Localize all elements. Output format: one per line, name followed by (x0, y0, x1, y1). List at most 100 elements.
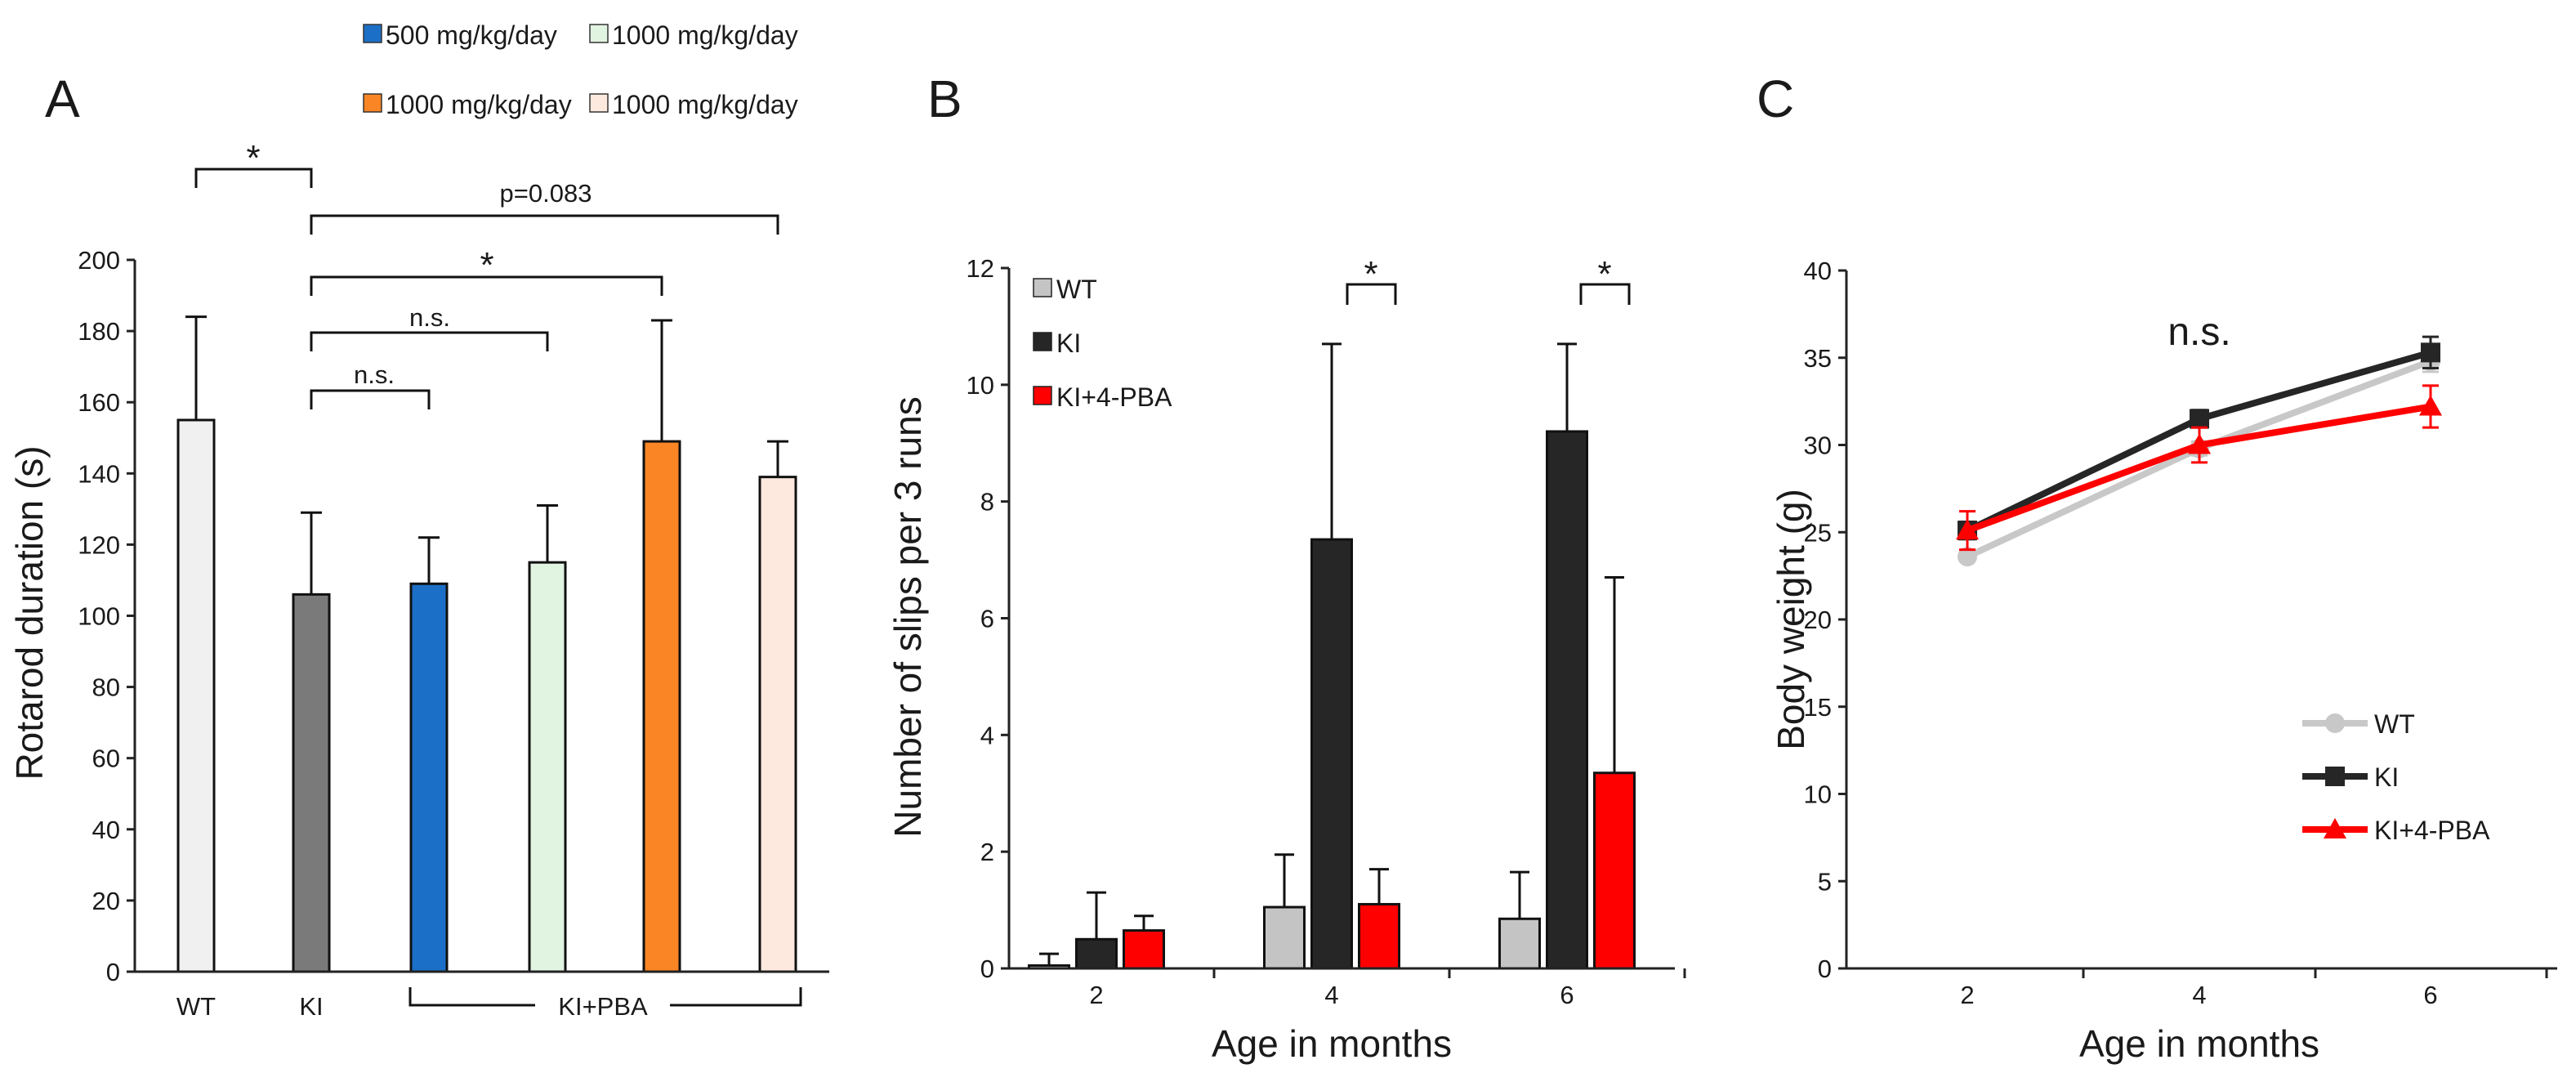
panel-c-ylabel: Body weight (g) (1770, 489, 1812, 750)
a-ytick-label-10: 200 (78, 246, 120, 275)
panel-a-ylabel: Rotarod duration (s) (8, 445, 51, 780)
sig-label-wt-ki: * (246, 138, 260, 178)
legend-label-c-wt: WT (2374, 709, 2415, 739)
legend-label-kipba: KI+4-PBA (1056, 382, 1172, 412)
legend-marker-ki (2325, 767, 2345, 786)
a-ytick-label-6: 120 (78, 530, 120, 559)
b-ytick-label-6: 12 (967, 254, 994, 283)
legend-swatch-1 (363, 24, 382, 43)
legend-swatch-4 (589, 93, 609, 113)
panel-c-letter: C (1757, 69, 1794, 128)
panel-c-series (1956, 335, 2442, 567)
legend-label-1: 500 mg/kg/day (386, 20, 557, 50)
legend-label-c-ki: KI (2374, 762, 2399, 792)
b-bar-ki+4-pba-4 (1358, 902, 1400, 970)
b-ytick-label-4: 8 (980, 488, 994, 516)
panel-a-y-ticks: 0 20 40 60 80 100 120 140 160 180 200 (78, 246, 135, 986)
c-marker-ki+4-pba-2 (1956, 519, 1979, 540)
legend-label-4: 1000 mg/kg/day (612, 90, 798, 119)
panel-a-bars (176, 418, 797, 973)
sig-bracket-ki-pba5 (310, 214, 779, 235)
a-ytick-label-4: 80 (92, 673, 120, 702)
c-ytick-label-8: 40 (1804, 257, 1832, 285)
a-bar-5 (758, 476, 797, 973)
panel-b-ylabel: Number of slips per 3 runs (886, 396, 929, 837)
sig-label-ki-pba4: * (480, 245, 493, 285)
c-ytick-label-2: 10 (1804, 780, 1832, 809)
panel-a-letter: A (45, 69, 80, 128)
c-series-ki+4-pba (1956, 384, 2442, 552)
c-xlabel-0: 2 (1960, 981, 1974, 1009)
c-marker-ki-4 (2190, 409, 2209, 429)
a-ytick-label-5: 100 (78, 602, 120, 631)
a-ytick-label-3: 60 (92, 744, 120, 773)
panel-a: A 500 mg/kg/day 1000 mg/kg/day 1000 mg/k… (8, 20, 829, 1022)
panel-c-x-labels: 2 4 6 (1960, 968, 2548, 1009)
legend-label-ki: KI (1056, 329, 1081, 358)
b-xlabel-2: 6 (1560, 981, 1574, 1009)
panel-b-error-bars (1039, 342, 1624, 966)
c-marker-ki-6 (2421, 342, 2440, 363)
b-ytick-label-5: 10 (967, 371, 994, 400)
a-xlabel-1: KI (299, 992, 323, 1021)
panel-c-annotation: n.s. (2168, 311, 2230, 354)
b-bar-ki+4-pba-2 (1123, 929, 1165, 970)
legend-label-3: 1000 mg/kg/day (386, 90, 572, 119)
panel-b-legend: WT KI KI+4-PBA (1033, 275, 1172, 412)
b-bar-ki-6 (1546, 430, 1588, 970)
panel-b-letter: B (927, 69, 962, 128)
sig-bracket-wt-ki (194, 168, 313, 188)
sig-bracket-ki-pba2 (310, 331, 549, 351)
legend-marker-kipba (2324, 818, 2346, 838)
a-ytick-label-7: 140 (78, 459, 120, 488)
legend-swatch-wt (1033, 278, 1052, 297)
c-ytick-label-0: 0 (1818, 955, 1832, 983)
sig-label-month6: * (1597, 254, 1611, 294)
a-ytick-label-0: 0 (106, 958, 120, 986)
a-ytick-label-8: 160 (78, 388, 120, 417)
legend-swatch-3 (363, 93, 382, 113)
legend-swatch-ki (1033, 332, 1052, 351)
b-bar-wt-4 (1263, 905, 1306, 970)
panel-c-xlabel: Age in months (2079, 1022, 2319, 1065)
panel-a-x-labels: WT KI (176, 992, 324, 1021)
c-ytick-label-4: 20 (1804, 606, 1832, 634)
legend-label-2: 1000 mg/kg/day (612, 20, 798, 50)
legend-swatch-kipba (1033, 386, 1052, 405)
a-bar-4 (642, 440, 681, 973)
a-ytick-label-2: 40 (92, 816, 120, 844)
panel-b: B Number of slips per 3 runs Age in mont… (886, 69, 1686, 1065)
sig-bracket-ki-pba1 (310, 389, 431, 409)
panel-c-legend: WT KI KI+4-PBA (2302, 709, 2490, 845)
b-xlabel-0: 2 (1089, 981, 1103, 1009)
panel-a-legend: 500 mg/kg/day 1000 mg/kg/day 1000 mg/kg/… (363, 20, 798, 119)
panel-b-x-labels: 2 4 6 (1089, 968, 1686, 1009)
c-marker-ki+4-pba-4 (2188, 433, 2211, 454)
a-bar-3 (528, 561, 567, 973)
panel-b-bars (1028, 430, 1636, 970)
a-ytick-label-1: 20 (92, 887, 120, 915)
a-xlabel-0: WT (176, 992, 216, 1021)
b-bar-ki-4 (1310, 538, 1353, 970)
c-xlabel-1: 4 (2192, 981, 2206, 1009)
legend-label-wt: WT (1056, 275, 1097, 304)
sig-label-month4: * (1364, 254, 1377, 294)
sig-label-ki-pba5: p=0.083 (500, 179, 592, 208)
c-xlabel-2: 6 (2423, 981, 2437, 1009)
panel-b-y-ticks: 0 2 4 6 8 10 12 (967, 254, 1009, 983)
b-ytick-label-2: 4 (980, 721, 994, 749)
b-ytick-label-0: 0 (980, 955, 994, 983)
a-bar-1 (292, 592, 331, 973)
panel-c: C Body weight (g) Age in months 05101520… (1757, 69, 2557, 1065)
sig-bracket-ki-pba4 (310, 275, 663, 296)
c-ytick-label-3: 15 (1804, 693, 1832, 722)
sig-bracket-month6 (1579, 283, 1631, 305)
sig-bracket-month4 (1346, 283, 1397, 305)
b-bar-ki-2 (1075, 937, 1118, 970)
a-bar-0 (176, 418, 216, 973)
b-xlabel-1: 4 (1324, 981, 1338, 1009)
b-ytick-label-1: 2 (980, 838, 994, 866)
b-ytick-label-3: 6 (980, 605, 994, 633)
kipba-group-label-bg (535, 989, 670, 1022)
